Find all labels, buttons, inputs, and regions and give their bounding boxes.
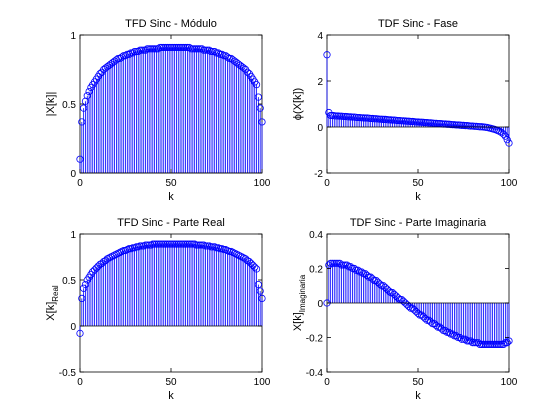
x-tick-label: 100 <box>501 377 518 388</box>
y-axis-label-main: X[k] <box>45 302 57 321</box>
y-tick-label: 0 <box>317 299 323 310</box>
x-tick-label: 0 <box>77 377 83 388</box>
y-axis-label-main: X[k] <box>292 312 304 331</box>
y-tick-label: 1 <box>70 230 76 241</box>
x-tick-label: 50 <box>412 377 424 388</box>
y-tick-label: 0.4 <box>309 230 323 241</box>
y-axis-label-subscript: Real <box>51 285 60 302</box>
y-tick-label: 4 <box>317 31 323 42</box>
x-axis-label: k <box>168 191 174 203</box>
chart-title: TDF Sinc - Parte Imaginaria <box>350 217 487 229</box>
y-axis-label-subscript: Imaginaria <box>298 274 307 312</box>
y-tick-label: 2 <box>317 77 323 88</box>
x-tick-label: 0 <box>324 377 330 388</box>
y-axis-label: X[k]Imaginaria <box>292 274 307 331</box>
x-tick-label: 100 <box>254 377 271 388</box>
x-tick-label: 0 <box>77 178 83 189</box>
x-tick-label: 50 <box>412 178 424 189</box>
y-axis-label: ϕ(X[k]) <box>292 88 304 120</box>
y-tick-label: 0.5 <box>62 276 76 287</box>
y-tick-label: 1 <box>70 31 76 42</box>
y-axis-label-main: |X[k]| <box>45 92 57 117</box>
y-tick-label: -2 <box>314 169 323 180</box>
y-axis-label: X[k]Real <box>45 285 60 321</box>
subplot-p3: 0 50 100-0.500.51TFD Sinc - Parte RealkX[k… <box>45 217 271 402</box>
x-tick-label: 0 <box>324 178 330 189</box>
x-tick-label: 100 <box>254 178 271 189</box>
y-tick-label: 0.5 <box>62 100 76 111</box>
x-tick-label: 50 <box>165 178 177 189</box>
x-axis-label: k <box>415 191 421 203</box>
x-axis-label: k <box>415 390 421 402</box>
x-tick-label: 50 <box>165 377 177 388</box>
y-tick-label: 0.2 <box>309 265 323 276</box>
subplot-p4: 0 50 100 -0.4 -0.2 0 0.2 0.4 TDF Sinc - Parte Im… <box>292 217 518 402</box>
y-tick-label: 0 <box>70 322 76 333</box>
chart-title: TDF Sinc - Fase <box>378 18 458 30</box>
y-axis-label: |X[k]| <box>45 92 57 117</box>
y-tick-label: 0 <box>317 123 323 134</box>
y-tick-label: -0.4 <box>306 368 324 379</box>
axes-frame <box>327 35 509 173</box>
x-tick-label: 100 <box>501 178 518 189</box>
chart-title: TFD Sinc - Parte Real <box>117 217 225 229</box>
y-tick-label: -0.5 <box>59 368 77 379</box>
subplot-p1: 0 50 100 0 0.5 1 TFD Sinc - Módulo k |X[k]| <box>45 18 271 203</box>
chart-title: TFD Sinc - Módulo <box>125 18 217 30</box>
x-axis-label: k <box>168 390 174 402</box>
y-tick-label: -0.2 <box>306 334 324 345</box>
y-axis-label-main: ϕ(X[k]) <box>292 88 304 120</box>
y-tick-label: 0 <box>70 169 76 180</box>
